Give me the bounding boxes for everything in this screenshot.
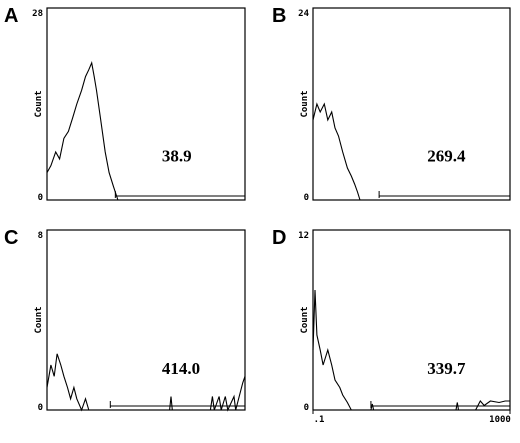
y-tick-label: 0 xyxy=(304,403,309,413)
histogram-line xyxy=(46,60,119,201)
y-axis-label: Count xyxy=(300,90,310,117)
y-tick-label: 12 xyxy=(298,231,309,241)
y-axis-label: Count xyxy=(34,306,44,333)
y-tick-label: 8 xyxy=(38,231,43,241)
y-tick-label: 24 xyxy=(298,9,309,19)
panel-letter: D xyxy=(272,227,286,249)
y-tick-label: 0 xyxy=(304,193,309,203)
plot-frame xyxy=(312,7,511,201)
annotation: 269.4 xyxy=(427,147,466,166)
y-tick-label: 0 xyxy=(38,403,43,413)
plot-frame xyxy=(46,229,246,411)
panel-letter: C xyxy=(4,227,18,249)
plot-frame xyxy=(312,229,511,411)
x-tick-label: .1 xyxy=(314,415,325,425)
annotation: 38.9 xyxy=(162,147,192,166)
annotation: 339.7 xyxy=(427,359,466,378)
annotation: 414.0 xyxy=(162,359,200,378)
panel-letter: B xyxy=(272,5,286,27)
y-tick-label: 28 xyxy=(32,9,43,19)
panel-letter: A xyxy=(4,5,18,27)
y-tick-label: 0 xyxy=(38,193,43,203)
y-axis-label: Count xyxy=(34,90,44,117)
histogram-line xyxy=(46,353,246,412)
histogram-line xyxy=(312,102,361,201)
plot-frame xyxy=(46,7,246,201)
y-axis-label: Count xyxy=(300,306,310,333)
x-tick-label: 1000 xyxy=(489,415,511,425)
histogram-line xyxy=(312,289,510,411)
